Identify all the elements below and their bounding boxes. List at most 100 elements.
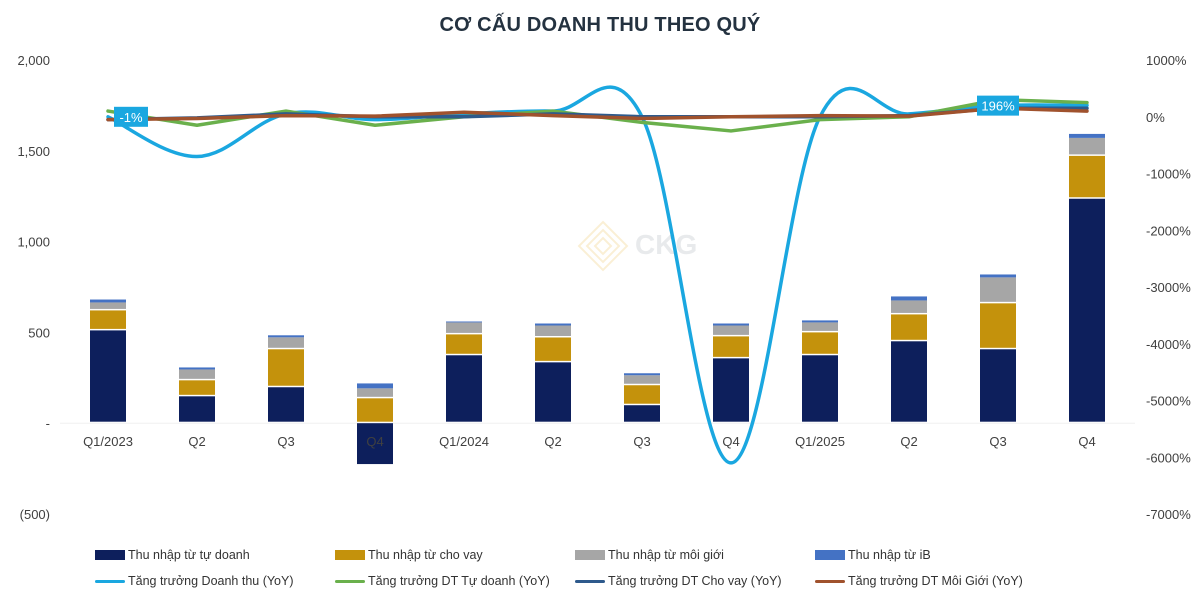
- legend-label: Tăng trưởng DT Cho vay (YoY): [608, 574, 782, 588]
- bar-stack: [268, 335, 304, 422]
- x-axis-label: Q3: [633, 434, 650, 449]
- legend-item: Thu nhập từ tự doanh: [95, 548, 335, 562]
- left-axis-tick: 500: [28, 325, 50, 340]
- bar-segment: [1069, 198, 1105, 422]
- bar-segment: [713, 336, 749, 357]
- x-axis-label: Q4: [722, 434, 739, 449]
- bar-segment: [535, 325, 571, 336]
- x-axis-label: Q2: [544, 434, 561, 449]
- right-axis-tick: -5000%: [1146, 394, 1191, 409]
- right-axis-tick: -3000%: [1146, 280, 1191, 295]
- legend-swatch-line-icon: [335, 579, 365, 583]
- bar-segment: [802, 355, 838, 422]
- legend-swatch-line-icon: [815, 579, 845, 583]
- legend-item: Thu nhập từ cho vay: [335, 548, 575, 562]
- svg-text:CKG: CKG: [635, 229, 697, 260]
- bar-segment: [90, 299, 126, 303]
- x-axis-label: Q1/2024: [439, 434, 489, 449]
- bar-segment: [624, 373, 660, 376]
- x-axis-label: Q1/2023: [83, 434, 133, 449]
- right-axis-tick: -4000%: [1146, 337, 1191, 352]
- bar-segment: [268, 349, 304, 386]
- bar-stack: [446, 321, 482, 422]
- legend-label: Tăng trưởng Doanh thu (YoY): [128, 574, 294, 588]
- bar-segment: [268, 335, 304, 338]
- legend-swatch-box-icon: [335, 550, 365, 560]
- left-axis-tick: 1,500: [17, 144, 50, 159]
- bar-stack: [713, 323, 749, 422]
- bar-segment: [179, 380, 215, 395]
- bar-segment: [1069, 155, 1105, 198]
- bar-segment: [179, 367, 215, 370]
- bar-segment: [802, 332, 838, 354]
- bar-segment: [90, 310, 126, 329]
- right-axis-tick: -6000%: [1146, 450, 1191, 465]
- bar-segment: [446, 322, 482, 333]
- bar-stack: [357, 383, 393, 465]
- legend-item: Tăng trưởng DT Tự doanh (YoY): [335, 574, 575, 588]
- bar-segment: [1069, 137, 1105, 155]
- bar-segment: [891, 296, 927, 301]
- bar-segment: [802, 322, 838, 331]
- x-axis-label: Q3: [989, 434, 1006, 449]
- bar-segment: [268, 337, 304, 348]
- bar-stack: [1069, 133, 1105, 422]
- bar-segment: [90, 302, 126, 309]
- legend-label: Thu nhập từ iB: [848, 548, 931, 562]
- bar-segment: [980, 277, 1016, 302]
- data-label-box: [114, 106, 148, 127]
- right-axis-tick: 0%: [1146, 110, 1165, 125]
- bar-stack: [90, 299, 126, 422]
- bar-segment: [179, 369, 215, 379]
- bar-segment: [891, 341, 927, 422]
- legend-swatch-box-icon: [575, 550, 605, 560]
- legend-item: Tăng trưởng DT Cho vay (YoY): [575, 574, 815, 588]
- right-axis-tick: 1000%: [1146, 53, 1187, 68]
- bar-segment: [980, 349, 1016, 422]
- bar-segment: [713, 358, 749, 422]
- bar-segment: [535, 337, 571, 361]
- bar-segment: [713, 325, 749, 335]
- legend-row-lines: Tăng trưởng Doanh thu (YoY) Tăng trưởng D…: [95, 568, 1095, 594]
- bar-segment: [357, 398, 393, 422]
- bar-segment: [891, 300, 927, 313]
- bar-stack: [980, 274, 1016, 422]
- bar-segment: [624, 405, 660, 422]
- bar-segment: [980, 303, 1016, 348]
- bar-segment: [891, 314, 927, 340]
- left-axis-tick: (500): [20, 507, 50, 522]
- x-axis-label: Q3: [277, 434, 294, 449]
- x-axis-label: Q4: [366, 434, 383, 449]
- data-label-box: [977, 95, 1019, 116]
- bar-segment: [624, 375, 660, 384]
- bar-segment: [179, 396, 215, 422]
- bar-segment: [713, 323, 749, 326]
- legend-label: Thu nhập từ tự doanh: [128, 548, 250, 562]
- data-label: -1%: [119, 110, 143, 125]
- legend-swatch-line-icon: [95, 579, 125, 583]
- bar-segment: [357, 423, 393, 465]
- legend-item: Tăng trưởng Doanh thu (YoY): [95, 574, 335, 588]
- bar-segment: [802, 320, 838, 323]
- x-axis-label: Q4: [1078, 434, 1095, 449]
- bar-segment: [624, 385, 660, 404]
- chart-title: CƠ CẤU DOANH THU THEO QUÝ: [439, 14, 761, 36]
- bar-segment: [357, 388, 393, 397]
- left-axis-tick: 1,000: [17, 235, 50, 250]
- growth-line: [106, 106, 1089, 122]
- data-label: 196%: [981, 99, 1015, 114]
- growth-line: [106, 85, 1089, 465]
- bar-segment: [90, 330, 126, 422]
- bar-stack: [535, 323, 571, 422]
- x-axis-label: Q2: [188, 434, 205, 449]
- legend-label: Tăng trưởng DT Môi Giới (YoY): [848, 574, 1023, 588]
- legend-swatch-box-icon: [815, 550, 845, 560]
- bar-segment: [357, 383, 393, 389]
- legend-label: Thu nhập từ cho vay: [368, 548, 483, 562]
- left-axis-tick: 2,000: [17, 53, 50, 68]
- bar-segment: [535, 323, 571, 326]
- chart-legend: Thu nhập từ tự doanh Thu nhập từ cho vay T…: [95, 542, 1095, 594]
- bar-segment: [1069, 133, 1105, 138]
- legend-item: Thu nhập từ iB: [815, 548, 1055, 562]
- bar-stack: [802, 320, 838, 422]
